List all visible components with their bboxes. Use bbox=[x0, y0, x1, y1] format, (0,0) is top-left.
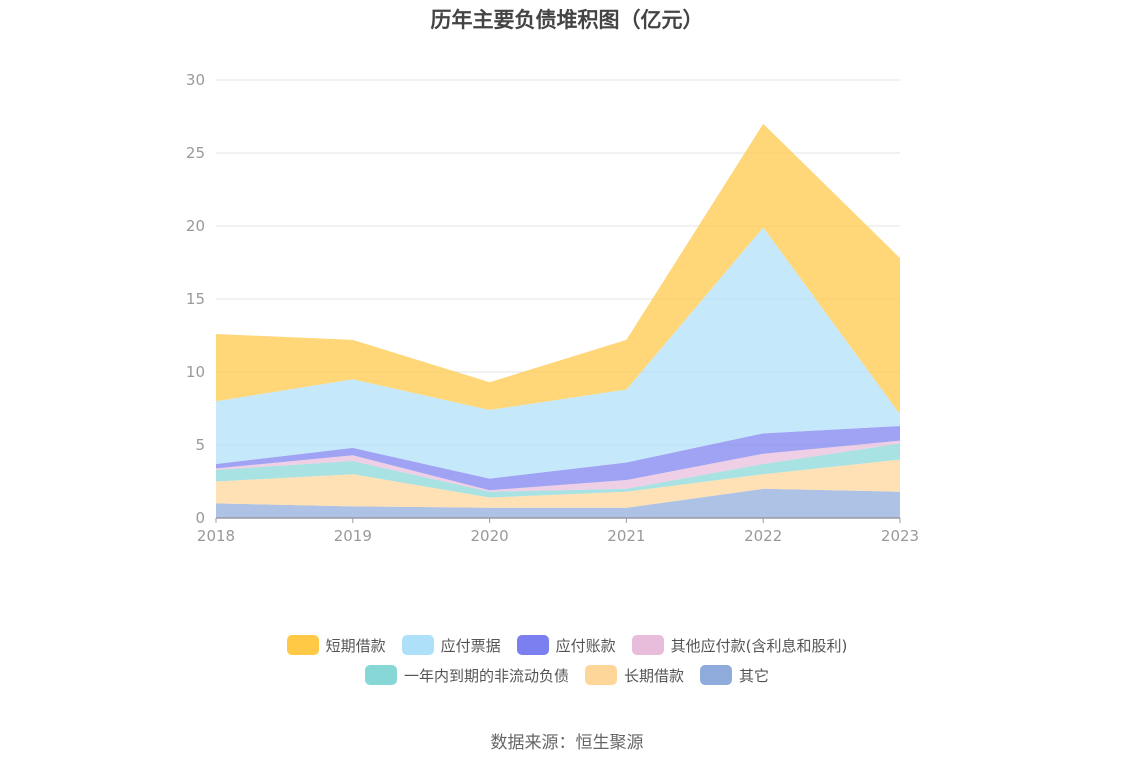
legend-label: 一年内到期的非流动负债 bbox=[403, 666, 569, 685]
legend-item-accounts-payable[interactable]: 应付账款 bbox=[516, 635, 616, 656]
x-tick-label: 2022 bbox=[744, 527, 782, 545]
legend-swatch bbox=[631, 635, 664, 655]
legend-row-1: 短期借款 应付票据 应付账款 其他应付款(含利息和股利) bbox=[0, 630, 1134, 660]
x-tick-label: 2018 bbox=[197, 527, 235, 545]
area-series bbox=[216, 426, 900, 491]
legend-label: 长期借款 bbox=[623, 666, 684, 685]
legend-swatch bbox=[516, 635, 549, 655]
legend-item-short-term-loan[interactable]: 短期借款 bbox=[286, 635, 386, 656]
y-tick-label: 25 bbox=[186, 144, 205, 162]
legend-label: 短期借款 bbox=[325, 636, 386, 655]
legend-item-long-term-loan[interactable]: 长期借款 bbox=[584, 665, 684, 686]
data-source: 数据来源：恒生聚源 bbox=[490, 733, 644, 753]
legend-label: 其他应付款(含利息和股利) bbox=[670, 636, 848, 655]
y-tick-label: 10 bbox=[186, 363, 205, 381]
y-tick-label: 30 bbox=[186, 71, 205, 89]
legend-item-other-payables[interactable]: 其他应付款(含利息和股利) bbox=[631, 635, 848, 656]
y-tick-label: 5 bbox=[195, 436, 205, 454]
legend-swatch bbox=[700, 665, 732, 685]
area-series bbox=[216, 443, 900, 498]
x-tick-label: 2023 bbox=[881, 527, 919, 545]
legend-swatch bbox=[584, 665, 617, 685]
stacked-area-chart: 0 5 10 15 20 25 30 2018 2019 2020 2021 2022 2023 bbox=[186, 71, 919, 545]
x-tick-label: 2020 bbox=[471, 527, 509, 545]
legend-label: 应付账款 bbox=[555, 636, 616, 655]
legend-swatch bbox=[286, 635, 319, 655]
area-series bbox=[216, 123, 900, 415]
x-tick-label: 2019 bbox=[334, 527, 372, 545]
x-tick-label: 2021 bbox=[607, 527, 645, 545]
area-series bbox=[216, 488, 900, 518]
legend-swatch bbox=[401, 635, 434, 655]
y-tick-label: 15 bbox=[186, 290, 205, 308]
legend-row-2: 一年内到期的非流动负债 长期借款 其它 bbox=[0, 660, 1134, 690]
y-tick-label: 0 bbox=[195, 509, 205, 527]
y-tick-label: 20 bbox=[186, 217, 205, 235]
area-series bbox=[216, 459, 900, 508]
legend-swatch bbox=[364, 665, 397, 685]
legend-item-notes-payable[interactable]: 应付票据 bbox=[401, 635, 501, 656]
legend-label: 其它 bbox=[739, 666, 770, 685]
area-series bbox=[216, 227, 900, 479]
chart-title: 历年主要负债堆积图（亿元） bbox=[430, 8, 704, 32]
legend-item-other[interactable]: 其它 bbox=[700, 665, 769, 686]
legend-item-current-noncurrent-liabilities[interactable]: 一年内到期的非流动负债 bbox=[364, 665, 569, 686]
legend-label: 应付票据 bbox=[440, 636, 501, 655]
chart-legend: 短期借款 应付票据 应付账款 其他应付款(含利息和股利) 一年内到期的非流动负债… bbox=[0, 630, 1134, 690]
